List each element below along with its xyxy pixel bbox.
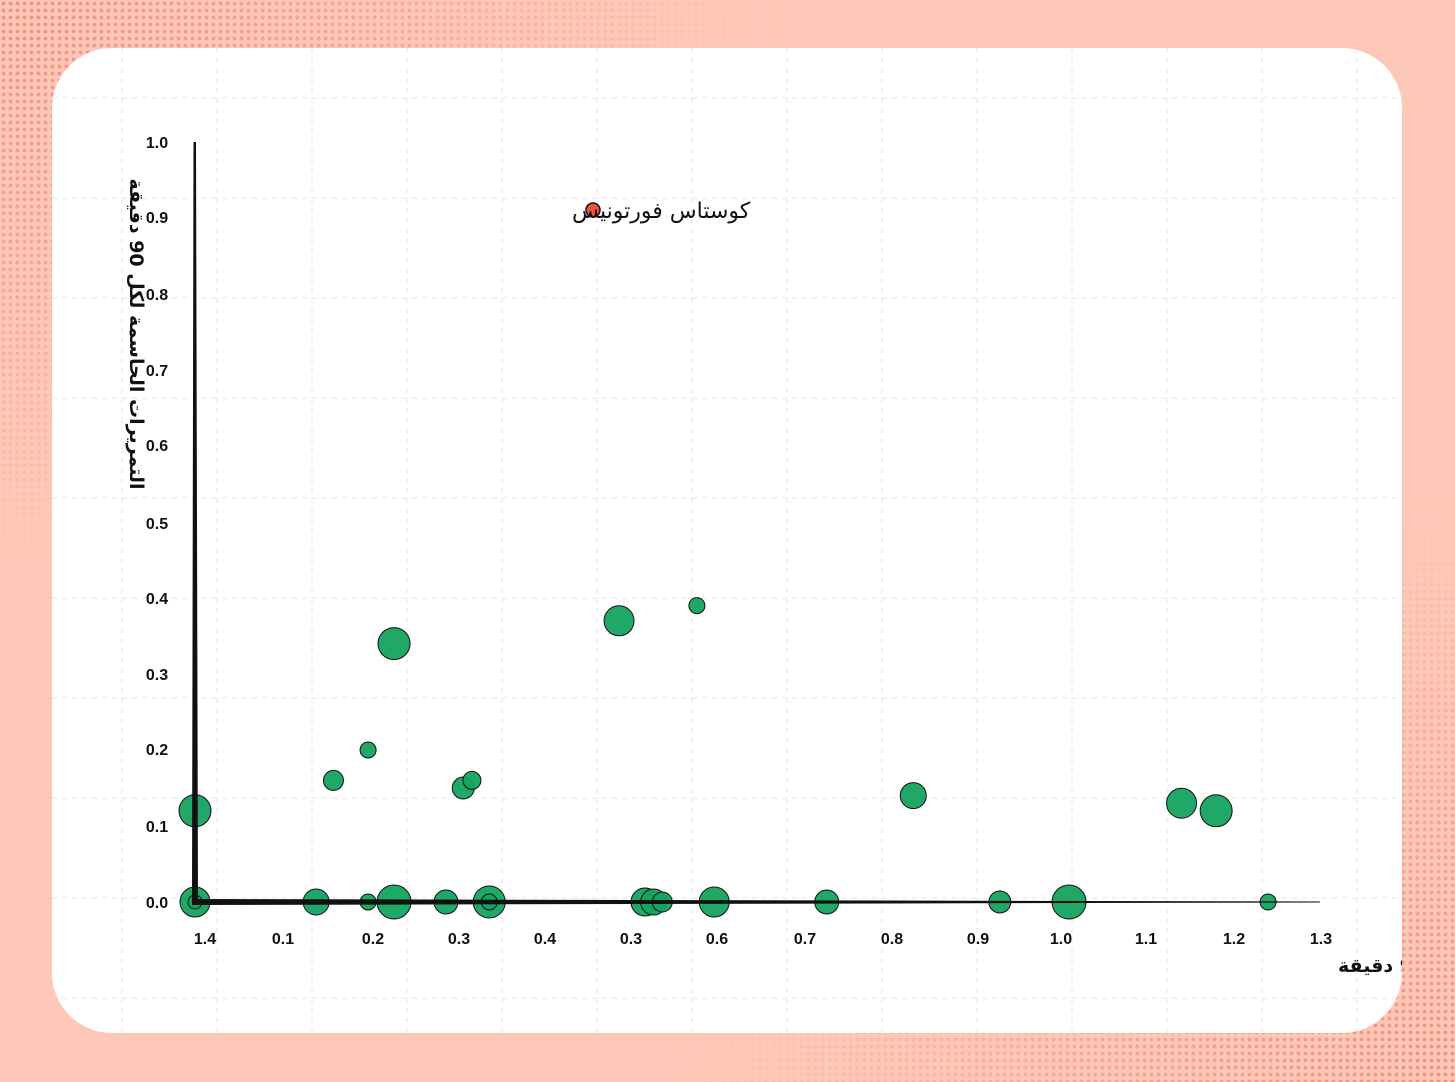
y-axis-title: التمريرات الحاسمة لكل 90 دقيقة [125, 178, 147, 489]
y-tick-label: 1.0 [146, 135, 168, 152]
data-points [178, 597, 1277, 920]
data-point [688, 597, 706, 615]
data-point [603, 605, 635, 637]
x-tick-label: 1.1 [1135, 931, 1157, 948]
x-tick-label: 1.2 [1223, 931, 1245, 948]
y-tick-label: 0.3 [146, 667, 168, 684]
axes [192, 142, 1320, 905]
x-tick-label: 0.2 [362, 931, 384, 948]
y-tick-label: 0.7 [146, 363, 168, 380]
x-tick-label: 1.3 [1310, 931, 1332, 948]
x-axis-line [192, 899, 1320, 905]
y-tick-label: 0.2 [146, 742, 168, 759]
x-tick-label: 0.3 [448, 931, 470, 948]
grid-lines [52, 48, 1402, 1033]
data-point [899, 782, 927, 810]
data-point [1199, 794, 1233, 828]
x-tick-label: 1.0 [1050, 931, 1072, 948]
y-tick-label: 0.4 [146, 591, 168, 608]
data-point [1166, 787, 1198, 819]
y-tick-label: 0.0 [146, 895, 168, 912]
chart-card: 0.0 0.1 0.2 0.3 0.4 0.5 0.6 0.7 0.8 0.9 1.0 1.4 0.1… [52, 48, 1402, 1033]
x-tick-label: 0.8 [881, 931, 903, 948]
y-axis-line [192, 142, 198, 902]
legend-label: كوستاس فورتونيس [572, 199, 751, 224]
y-tick-label: 0.9 [146, 210, 168, 227]
y-tick-label: 0.6 [146, 438, 168, 455]
y-tick-label: 0.1 [146, 819, 168, 836]
y-tick-label: 0.5 [146, 516, 168, 533]
x-tick-label: 0.9 [967, 931, 989, 948]
x-tick-label: 0.4 [534, 931, 556, 948]
data-point [377, 627, 411, 661]
y-tick-labels: 0.0 0.1 0.2 0.3 0.4 0.5 0.6 0.7 0.8 0.9 1.0 [146, 135, 168, 912]
x-tick-label: 1.4 [194, 931, 216, 948]
data-point [359, 741, 377, 759]
scatter-chart: 0.0 0.1 0.2 0.3 0.4 0.5 0.6 0.7 0.8 0.9 1.0 1.4 0.1… [52, 48, 1402, 1033]
x-tick-label: 0.6 [706, 931, 728, 948]
legend-marker [585, 202, 601, 218]
y-tick-label: 0.8 [146, 287, 168, 304]
legend: كوستاس فورتونيس [572, 199, 751, 224]
x-tick-label: 0.7 [794, 931, 816, 948]
x-tick-labels: 1.4 0.1 0.2 0.3 0.4 0.3 0.6 0.7 0.8 0.9 1.0 1.1 1.2 1… [194, 931, 1332, 948]
data-point [462, 770, 482, 790]
x-axis-title: الأهداف لكل 90 دقيقة [1338, 954, 1402, 977]
x-tick-label: 0.3 [620, 931, 642, 948]
x-tick-label: 0.1 [272, 931, 294, 948]
data-point [322, 769, 344, 791]
